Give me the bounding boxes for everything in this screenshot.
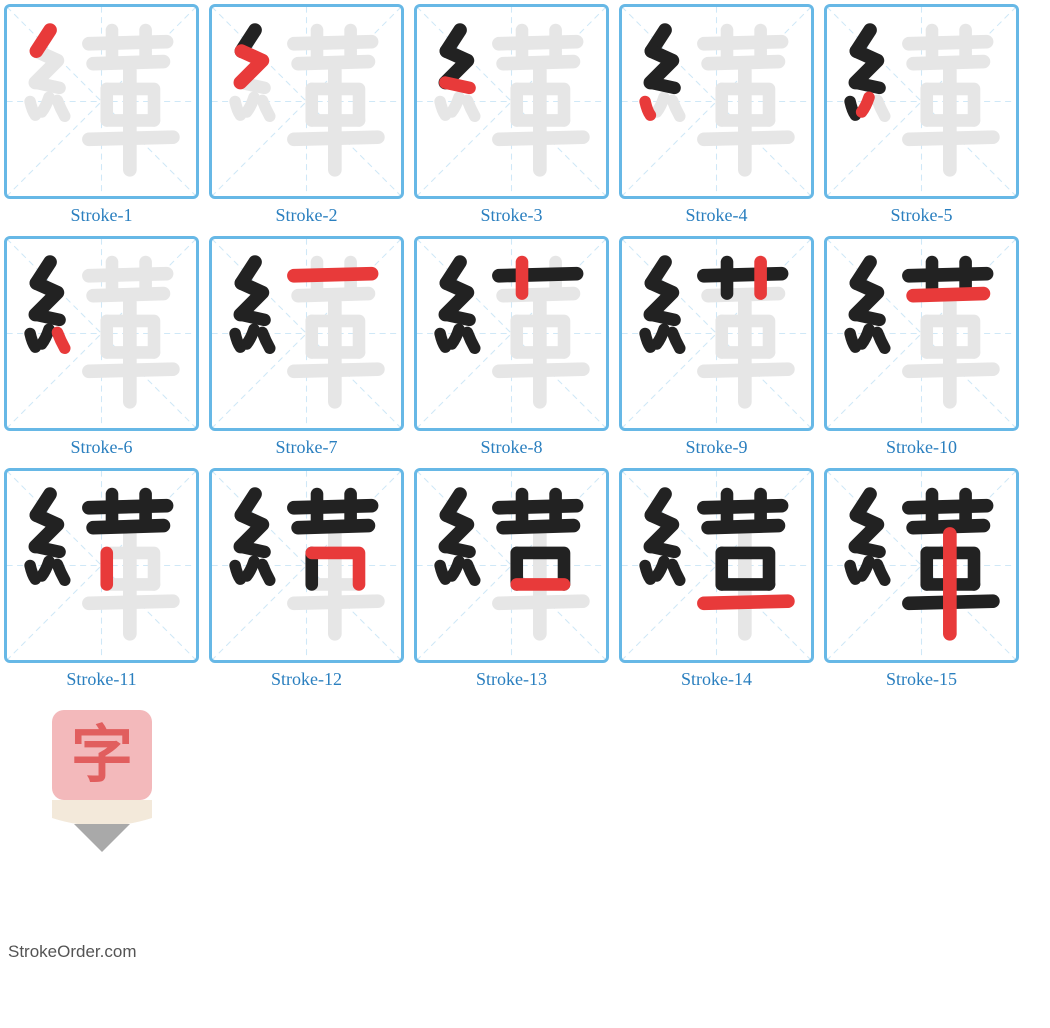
stroke-tile [4, 468, 199, 663]
stroke-cell: Stroke-8 [414, 236, 609, 458]
stroke-cell: Stroke-3 [414, 4, 609, 226]
stroke-cell: Stroke-2 [209, 4, 404, 226]
stroke-label: Stroke-3 [481, 205, 543, 226]
stroke-label: Stroke-9 [686, 437, 748, 458]
stroke-label: Stroke-10 [886, 437, 957, 458]
site-logo: 字 [4, 700, 199, 940]
stroke-tile [4, 236, 199, 431]
stroke-label: Stroke-2 [276, 205, 338, 226]
stroke-tile [619, 4, 814, 199]
stroke-cell: Stroke-14 [619, 468, 814, 690]
stroke-tile [824, 4, 1019, 199]
stroke-cell: Stroke-11 [4, 468, 199, 690]
stroke-cell: Stroke-9 [619, 236, 814, 458]
logo-icon: 字 [42, 706, 162, 856]
stroke-tile [619, 468, 814, 663]
stroke-tile [414, 236, 609, 431]
stroke-tile [209, 4, 404, 199]
stroke-tile [414, 4, 609, 199]
stroke-label: Stroke-1 [71, 205, 133, 226]
stroke-tile [4, 4, 199, 199]
stroke-label: Stroke-12 [271, 669, 342, 690]
stroke-label: Stroke-4 [686, 205, 748, 226]
stroke-label: Stroke-6 [71, 437, 133, 458]
stroke-cell: Stroke-6 [4, 236, 199, 458]
stroke-tile [209, 236, 404, 431]
stroke-label: Stroke-15 [886, 669, 957, 690]
stroke-tile [209, 468, 404, 663]
stroke-label: Stroke-13 [476, 669, 547, 690]
stroke-label: Stroke-11 [66, 669, 136, 690]
footer-credit: StrokeOrder.com [4, 942, 1046, 962]
stroke-cell: Stroke-7 [209, 236, 404, 458]
stroke-tile [619, 236, 814, 431]
stroke-label: Stroke-14 [681, 669, 752, 690]
stroke-cell: Stroke-1 [4, 4, 199, 226]
stroke-tile [824, 236, 1019, 431]
stroke-label: Stroke-8 [481, 437, 543, 458]
stroke-tile [414, 468, 609, 663]
stroke-cell: Stroke-4 [619, 4, 814, 226]
stroke-label: Stroke-7 [276, 437, 338, 458]
stroke-grid: Stroke-1 Stroke-2 Stroke-3 Stroke-4 Stroke-5… [4, 4, 1046, 940]
svg-text:字: 字 [70, 721, 132, 790]
stroke-cell: Stroke-13 [414, 468, 609, 690]
stroke-cell: Stroke-12 [209, 468, 404, 690]
stroke-cell: Stroke-5 [824, 4, 1019, 226]
stroke-cell: Stroke-10 [824, 236, 1019, 458]
stroke-cell: Stroke-15 [824, 468, 1019, 690]
stroke-tile [824, 468, 1019, 663]
stroke-label: Stroke-5 [891, 205, 953, 226]
